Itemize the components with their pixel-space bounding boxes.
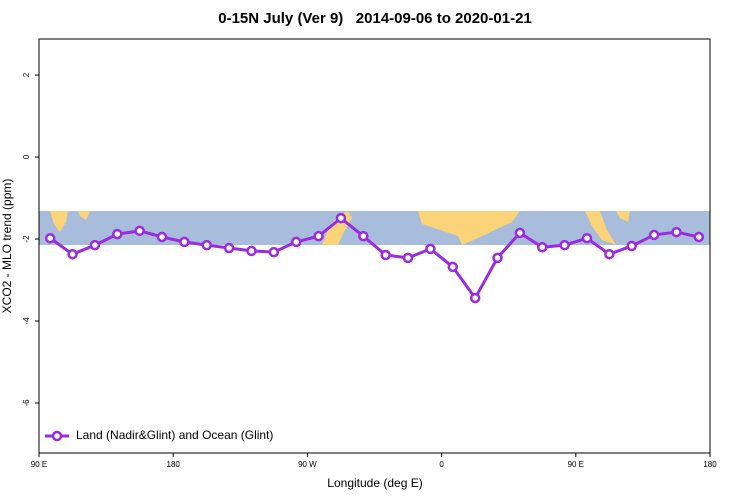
chart-title: 0-15N July (Ver 9) 2014-09-06 to 2020-01…	[218, 10, 532, 27]
data-point	[156, 231, 168, 243]
data-point	[402, 252, 414, 264]
data-point	[201, 239, 212, 251]
data-point	[425, 243, 436, 255]
x-tick-label: 90 E	[31, 460, 47, 469]
y-tick-label: -6	[22, 399, 31, 407]
x-tick-label: 90 W	[298, 460, 317, 469]
data-point	[268, 246, 280, 258]
x-axis-label: Longitude (deg E)	[327, 476, 422, 490]
data-point	[223, 242, 235, 254]
data-point	[246, 245, 257, 257]
data-point	[179, 236, 190, 248]
data-point	[290, 236, 302, 248]
data-point	[335, 212, 347, 224]
data-point	[492, 252, 503, 264]
data-point	[693, 231, 705, 243]
y-axis-label: XCO2 - MLO trend (ppm)	[0, 179, 14, 314]
data-point	[648, 229, 660, 241]
legend-marker	[51, 430, 63, 442]
data-point	[514, 227, 526, 239]
data-point	[447, 261, 459, 273]
y-tick-label: -2	[22, 235, 31, 243]
data-point	[671, 226, 682, 238]
data-point	[604, 248, 615, 260]
data-point	[581, 232, 593, 244]
legend-label: Land (Nadir&Glint) and Ocean (Glint)	[76, 428, 273, 442]
data-point	[44, 232, 56, 244]
y-tick-label: 0	[22, 154, 31, 159]
data-point	[469, 292, 481, 304]
data-point	[626, 240, 637, 252]
y-tick-label: 2	[22, 72, 31, 77]
data-point	[537, 241, 548, 253]
x-tick-label: 0	[439, 460, 444, 469]
x-tick-label: 180	[167, 460, 181, 469]
data-point	[89, 239, 101, 251]
map-band	[39, 211, 710, 245]
data-point	[358, 230, 369, 242]
x-tick-label: 90 E	[568, 460, 584, 469]
data-point	[559, 239, 570, 251]
data-point	[134, 225, 145, 237]
data-point	[112, 228, 123, 240]
x-tick-label: 180	[703, 460, 717, 469]
data-point	[380, 249, 391, 261]
data-point	[313, 230, 324, 242]
plot-frame	[38, 38, 711, 454]
y-tick-label: -4	[22, 317, 31, 325]
data-point	[67, 248, 78, 260]
